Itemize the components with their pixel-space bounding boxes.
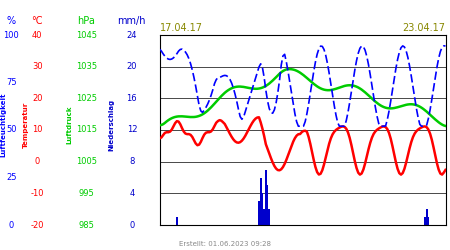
Text: -10: -10 <box>31 189 44 198</box>
Text: 17.04.17: 17.04.17 <box>160 23 203 33</box>
Text: 23.04.17: 23.04.17 <box>402 23 446 33</box>
Bar <box>261 193 263 225</box>
Text: -20: -20 <box>31 220 44 230</box>
Bar <box>258 201 260 225</box>
Text: 100: 100 <box>4 30 19 40</box>
Text: 10: 10 <box>32 126 43 134</box>
Text: 4: 4 <box>129 189 135 198</box>
Text: 50: 50 <box>6 126 17 134</box>
Text: 30: 30 <box>32 62 43 71</box>
Text: 1005: 1005 <box>76 157 97 166</box>
Text: 1025: 1025 <box>76 94 97 103</box>
Bar <box>428 217 429 225</box>
Bar <box>260 178 261 225</box>
Text: 24: 24 <box>126 30 137 40</box>
Text: 12: 12 <box>126 126 137 134</box>
Text: 25: 25 <box>6 173 17 182</box>
Text: Luftfeuchtigkeit: Luftfeuchtigkeit <box>0 93 7 157</box>
Bar <box>263 209 265 225</box>
Text: 40: 40 <box>32 30 43 40</box>
Text: hPa: hPa <box>77 16 95 26</box>
Text: 1045: 1045 <box>76 30 97 40</box>
Text: 995: 995 <box>79 189 94 198</box>
Text: 985: 985 <box>78 220 94 230</box>
Bar <box>426 209 428 225</box>
Text: 0: 0 <box>9 220 14 230</box>
Text: Erstellt: 01.06.2023 09:28: Erstellt: 01.06.2023 09:28 <box>179 242 271 248</box>
Text: 75: 75 <box>6 78 17 87</box>
Text: mm/h: mm/h <box>117 16 146 26</box>
Text: Niederschlag: Niederschlag <box>108 99 115 151</box>
Text: Temperatur: Temperatur <box>23 102 29 148</box>
Text: 20: 20 <box>32 94 43 103</box>
Bar <box>267 186 268 225</box>
Text: 8: 8 <box>129 157 135 166</box>
Bar <box>424 217 426 225</box>
Text: 16: 16 <box>126 94 137 103</box>
Bar <box>268 209 270 225</box>
Bar <box>176 217 178 225</box>
Text: 1035: 1035 <box>76 62 97 71</box>
Text: 0: 0 <box>129 220 135 230</box>
Text: 20: 20 <box>126 62 137 71</box>
Text: 0: 0 <box>35 157 40 166</box>
Bar <box>265 170 267 225</box>
Text: Luftdruck: Luftdruck <box>67 106 73 144</box>
Text: %: % <box>7 16 16 26</box>
Text: °C: °C <box>32 16 43 26</box>
Text: 1015: 1015 <box>76 126 97 134</box>
